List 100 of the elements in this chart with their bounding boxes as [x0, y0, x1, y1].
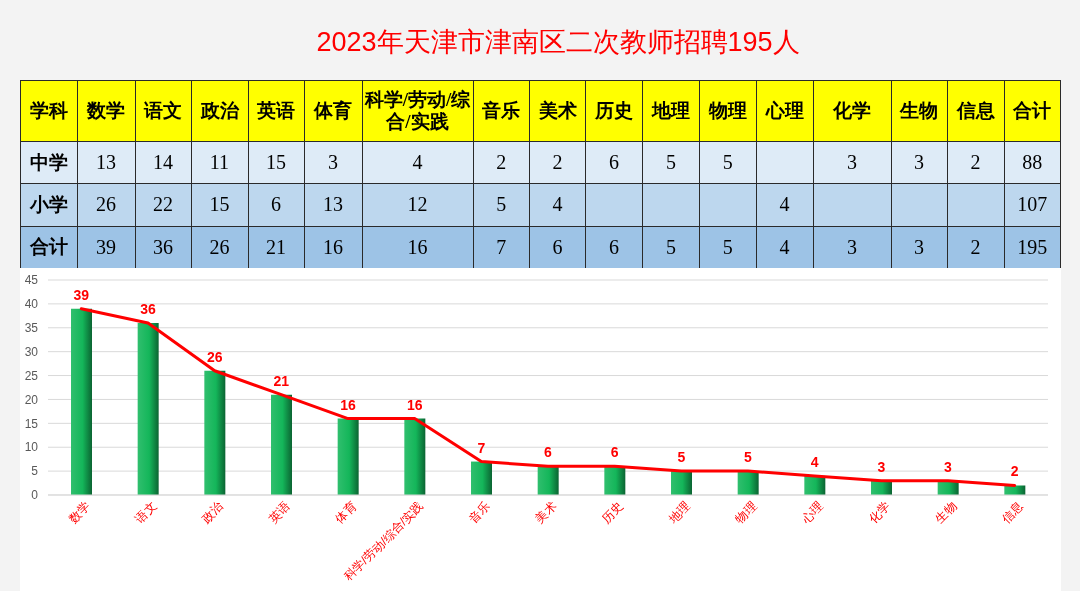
- data-label: 36: [135, 226, 191, 269]
- chart-title: 2023年天津市津南区二次教师招聘195人: [315, 26, 801, 59]
- data-label: 16: [340, 396, 356, 413]
- x-tick-label: 政治: [200, 100, 239, 121]
- y-tick-label: 20: [24, 392, 39, 407]
- y-tick-label: 中学: [29, 151, 68, 173]
- x-tick-label: 信息: [956, 100, 995, 121]
- x-tick-label: 心理: [798, 498, 826, 527]
- data-label: 3: [891, 141, 947, 184]
- data-label: 2: [1010, 463, 1019, 480]
- x-tick-label: 信息: [999, 498, 1026, 526]
- x-tick-label: 音乐: [482, 100, 521, 121]
- data-label: 88: [1004, 141, 1061, 184]
- x-axis-title: 学科: [29, 100, 68, 121]
- data-label: 4: [756, 183, 813, 227]
- x-tick-label: 英语: [265, 498, 293, 526]
- data-label: 39: [77, 226, 135, 269]
- data-label: 36: [140, 301, 156, 317]
- data-label: 26: [77, 183, 135, 227]
- data-label: 3: [944, 458, 953, 475]
- data-label: 13: [77, 141, 135, 184]
- data-label: 4: [529, 183, 586, 227]
- x-tick-label: 音乐: [465, 498, 493, 526]
- data-label: 3: [813, 226, 891, 269]
- x-tick-label: 物理: [732, 498, 760, 526]
- x-tick-label: 心理: [765, 100, 804, 121]
- data-label: 4: [362, 141, 473, 184]
- y-tick-label: 小学: [29, 193, 68, 215]
- data-label: 6: [529, 226, 586, 269]
- data-label: 107: [1004, 183, 1061, 227]
- y-tick-label: 15: [24, 416, 39, 431]
- data-label: 3: [877, 458, 886, 475]
- x-tick-label: 生物: [932, 498, 960, 526]
- data-label: 5: [699, 141, 756, 184]
- x-tick-label: 体育: [332, 498, 360, 526]
- x-tick-label: 数学: [87, 100, 125, 121]
- x-tick-label: 政治: [199, 498, 226, 526]
- data-label: 26: [191, 226, 248, 269]
- data-label: 6: [585, 226, 643, 269]
- x-tick-label: 历史: [599, 498, 626, 526]
- data-label: 21: [248, 226, 304, 269]
- data-label: 6: [585, 141, 643, 184]
- x-tick-label: 语文: [144, 100, 182, 121]
- data-label: 195: [1004, 226, 1061, 269]
- x-tick-label: 物理: [708, 100, 747, 121]
- data-label: 5: [699, 226, 756, 269]
- x-tick-label: 化学: [865, 498, 893, 526]
- data-label: 5: [677, 449, 686, 466]
- x-tick-label: 地理: [665, 498, 693, 527]
- x-tick-label: 科学/劳动/综合/实践: [364, 89, 471, 132]
- data-label: 2: [473, 141, 530, 184]
- data-label: 6: [544, 444, 553, 461]
- data-label: 4: [810, 453, 819, 470]
- y-tick-label: 25: [24, 368, 39, 383]
- x-tick-label: 地理: [652, 100, 690, 121]
- x-tick-label: 美术: [538, 100, 577, 121]
- data-label: 6: [610, 444, 619, 461]
- data-label: 16: [406, 396, 423, 413]
- x-tick-label: 生物: [900, 100, 938, 121]
- data-label: 4: [756, 226, 813, 269]
- data-label: 16: [304, 226, 362, 269]
- y-tick-label: 10: [24, 440, 39, 455]
- data-label: 2: [947, 141, 1004, 184]
- data-label: 5: [473, 183, 530, 227]
- data-label: 15: [248, 141, 304, 184]
- data-label: 13: [304, 183, 362, 227]
- data-label: 11: [191, 141, 248, 184]
- y-tick-label: 45: [24, 273, 39, 288]
- y-tick-label: 0: [31, 488, 39, 503]
- data-label: 3: [891, 226, 947, 269]
- x-tick-label: 合计: [1013, 100, 1052, 121]
- data-label: 14: [135, 141, 191, 184]
- data-label: 5: [642, 226, 700, 269]
- data-label: 5: [744, 449, 753, 466]
- data-label: 6: [248, 183, 304, 227]
- x-tick-label: 化学: [833, 100, 871, 121]
- data-label: 12: [362, 183, 473, 227]
- y-tick-label: 合计: [29, 236, 68, 258]
- x-tick-label: 美术: [532, 498, 560, 526]
- data-label: 22: [135, 183, 191, 227]
- data-label: 21: [273, 372, 290, 389]
- x-tick-label: 历史: [595, 100, 633, 121]
- x-tick-label: 体育: [314, 100, 352, 121]
- data-label: 26: [206, 348, 223, 365]
- x-tick-label: 数学: [65, 498, 93, 526]
- y-tick-label: 40: [24, 297, 39, 312]
- y-tick-label: 5: [31, 464, 39, 479]
- data-label: 5: [642, 141, 700, 184]
- x-tick-label: 语文: [132, 498, 160, 526]
- data-label: 2: [529, 141, 586, 184]
- data-label: 15: [191, 183, 248, 227]
- data-label: 3: [304, 141, 362, 184]
- data-label: 39: [73, 286, 90, 303]
- data-label: 7: [477, 439, 486, 456]
- y-tick-label: 30: [24, 344, 39, 359]
- data-label: 7: [473, 226, 530, 269]
- data-label: 3: [813, 141, 891, 184]
- y-tick-label: 35: [24, 321, 39, 336]
- data-label: 16: [362, 226, 473, 269]
- x-tick-label: 英语: [257, 100, 295, 121]
